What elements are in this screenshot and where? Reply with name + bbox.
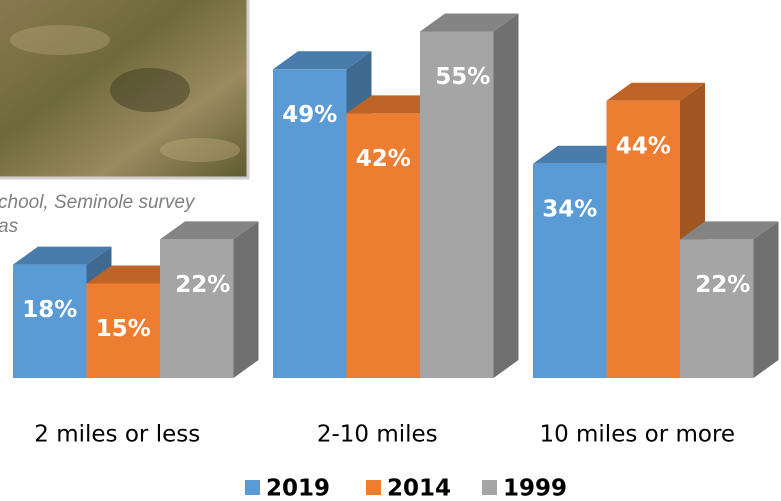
bar [160, 239, 234, 378]
bar-top [606, 82, 705, 101]
value-label: 22% [175, 272, 230, 298]
caption: as [0, 216, 19, 237]
bar-side [753, 221, 779, 378]
caption: chool, Seminole survey [0, 192, 196, 213]
value-label: 22% [695, 272, 750, 298]
legend-swatch [482, 480, 497, 495]
bar-top [160, 221, 259, 240]
value-label: 42% [356, 146, 411, 172]
bar [273, 69, 347, 379]
bar [13, 264, 87, 378]
photo [0, 0, 250, 180]
bar [533, 163, 607, 378]
bar-side [493, 13, 519, 378]
bar-top [420, 13, 519, 32]
bar-top [13, 246, 112, 265]
legend-label: 1999 [503, 476, 567, 501]
x-tick-label: 2-10 miles [317, 422, 438, 448]
value-label: 34% [542, 196, 597, 222]
x-tick-label: 10 miles or more [539, 422, 735, 448]
legend-swatch [245, 480, 260, 495]
bar [346, 113, 420, 379]
bar [680, 239, 754, 378]
legend-label: 2014 [387, 476, 451, 501]
bar [86, 283, 160, 378]
x-tick-label: 2 miles or less [34, 422, 200, 448]
value-label: 49% [282, 102, 337, 128]
value-label: 15% [96, 316, 151, 342]
value-label: 44% [616, 133, 671, 159]
legend-label: 2019 [266, 476, 330, 501]
bar-top [680, 221, 779, 240]
value-label: 55% [435, 64, 490, 90]
value-label: 18% [22, 297, 77, 323]
bar [606, 100, 680, 379]
bar [420, 31, 494, 378]
legend-swatch [366, 480, 381, 495]
bar-top [273, 51, 372, 70]
bar-side [233, 221, 259, 378]
